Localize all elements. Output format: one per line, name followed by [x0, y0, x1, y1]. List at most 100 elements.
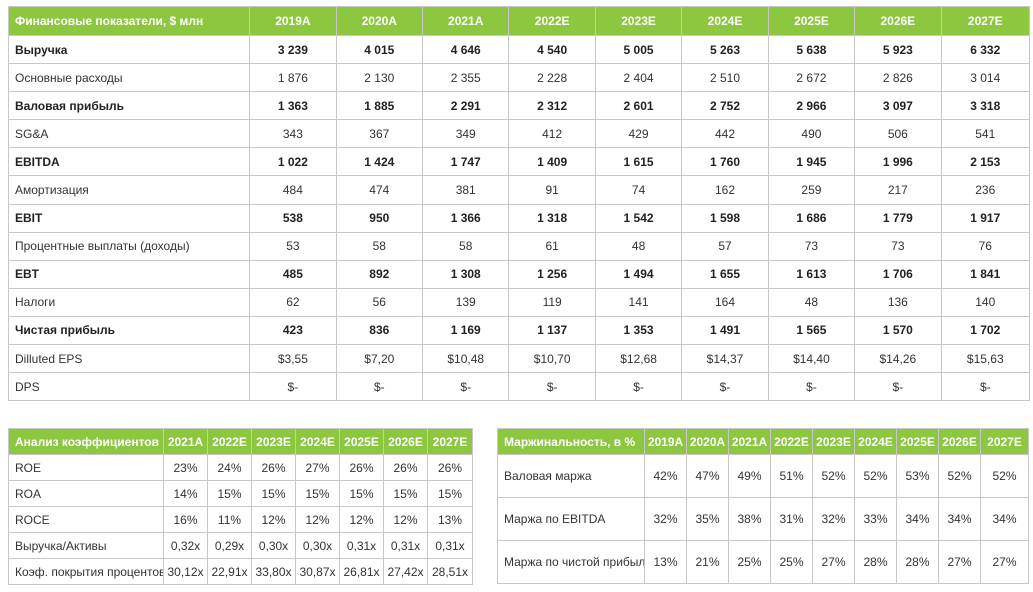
- financials-row-label: Валовая прибыль: [7, 91, 251, 121]
- financials-cell: 139: [422, 287, 510, 317]
- margins-cell: 35%: [686, 497, 729, 541]
- margins-cell: 21%: [686, 540, 729, 584]
- ratios-cell: 30,87x: [295, 558, 340, 585]
- financials-cell: 1 613: [767, 259, 856, 289]
- financials-cell: 343: [249, 119, 337, 149]
- margins-row: Маржа по EBITDA 32% 35% 38% 31% 32% 33% 34% 34% 3…: [497, 497, 1029, 541]
- financials-cell: 2 130: [335, 63, 424, 93]
- ratios-table: Анализ коэффициентов 2021A 2022E 2023E 2…: [8, 428, 473, 585]
- ratios-row: Коэф. покрытия процентов 30,12x 22,91x 33,8…: [8, 558, 473, 585]
- financials-cell: $-: [854, 372, 942, 402]
- margins-cell: 34%: [980, 497, 1029, 541]
- financials-cell: 1 494: [594, 259, 683, 289]
- year-header: 2020A: [686, 428, 729, 455]
- financials-cell: 2 404: [594, 63, 683, 93]
- financials-cell: 1 570: [854, 315, 942, 346]
- financials-header-title: Финансовые показатели, $ млн: [7, 6, 251, 36]
- margins-cell: 27%: [938, 540, 981, 584]
- financials-cell: 1 366: [422, 203, 510, 233]
- ratios-cell: 11%: [207, 506, 252, 533]
- year-header: 2023E: [812, 428, 855, 455]
- financials-row-label: EBIT: [7, 203, 251, 233]
- financials-cell: 91: [508, 175, 596, 205]
- margins-cell: 31%: [770, 497, 813, 541]
- year-header: 2026E: [383, 428, 428, 455]
- financials-cell: 1 022: [249, 147, 337, 177]
- financials-cell: 217: [854, 175, 942, 205]
- financials-cell: 1 841: [940, 259, 1031, 289]
- ratios-cell: 0,29x: [207, 532, 252, 559]
- financials-cell: 76: [940, 231, 1031, 261]
- ratios-cell: 22,91x: [207, 558, 252, 585]
- financials-cell: $-: [940, 372, 1031, 402]
- financials-cell: 57: [681, 231, 769, 261]
- year-header: 2022E: [508, 6, 596, 36]
- year-header: 2020A: [335, 6, 424, 36]
- financials-row: DPS $- $- $- $- $- $- $- $- $-: [7, 372, 1031, 402]
- ratios-row: Выручка/Активы 0,32x 0,29x 0,30x 0,30x 0,31x 0…: [8, 532, 473, 559]
- financials-cell: 2 291: [422, 91, 510, 121]
- year-header: 2026E: [854, 6, 942, 36]
- margins-cell: 38%: [728, 497, 771, 541]
- financials-cell: 490: [767, 119, 856, 149]
- financials-cell: 1 945: [767, 147, 856, 177]
- financials-cell: 3 318: [940, 91, 1031, 121]
- margins-cell: 13%: [644, 540, 687, 584]
- financials-cell: 259: [767, 175, 856, 205]
- financials-cell: 2 355: [422, 63, 510, 93]
- ratios-cell: 28,51x: [427, 558, 473, 585]
- margins-row-label: Маржа по EBITDA: [497, 497, 645, 541]
- financials-row-label: Основные расходы: [7, 63, 251, 93]
- financials-row: Валовая прибыль 1 363 1 885 2 291 2 312 2 601…: [7, 91, 1031, 121]
- financials-row-label: EBITDA: [7, 147, 251, 177]
- year-header: 2021A: [728, 428, 771, 455]
- ratios-cell: 15%: [427, 480, 473, 507]
- financials-cell: 1 706: [854, 259, 942, 289]
- ratios-cell: 0,31x: [427, 532, 473, 559]
- financials-cell: 74: [594, 175, 683, 205]
- financials-cell: 1 542: [594, 203, 683, 233]
- financials-cell: 236: [940, 175, 1031, 205]
- financials-row: EBT 485 892 1 308 1 256 1 494 1 655 1 613 1 706 1…: [7, 259, 1031, 289]
- margins-cell: 52%: [938, 454, 981, 498]
- financials-cell: 2 228: [508, 63, 596, 93]
- financials-cell: $-: [422, 372, 510, 402]
- year-header: 2025E: [339, 428, 384, 455]
- financials-cell: 3 014: [940, 63, 1031, 93]
- year-header: 2024E: [295, 428, 340, 455]
- margins-cell: 28%: [854, 540, 897, 584]
- year-header: 2027E: [427, 428, 473, 455]
- ratios-cell: 26%: [339, 454, 384, 481]
- margins-cell: 52%: [812, 454, 855, 498]
- financials-table: Финансовые показатели, $ млн 2019A 2020A…: [7, 6, 1031, 402]
- financials-cell: 1 747: [422, 147, 510, 177]
- margins-cell: 28%: [896, 540, 939, 584]
- financials-cell: 1 169: [422, 315, 510, 346]
- financials-cell: $-: [508, 372, 596, 402]
- ratios-cell: 26%: [383, 454, 428, 481]
- financials-cell: 1 256: [508, 259, 596, 289]
- margins-header-title: Маржинальность, в %: [497, 428, 645, 455]
- ratios-row-label: ROCE: [8, 506, 164, 533]
- financials-cell: $10,48: [422, 344, 510, 374]
- ratios-cell: 12%: [383, 506, 428, 533]
- financials-cell: 442: [681, 119, 769, 149]
- year-header: 2025E: [767, 6, 856, 36]
- year-header: 2023E: [594, 6, 683, 36]
- year-header: 2019A: [249, 6, 337, 36]
- ratios-cell: 15%: [207, 480, 252, 507]
- financials-cell: 73: [854, 231, 942, 261]
- financials-row: Чистая прибыль 423 836 1 169 1 137 1 353 1 491…: [7, 315, 1031, 346]
- financials-cell: 5 923: [854, 34, 942, 65]
- ratios-cell: 15%: [383, 480, 428, 507]
- ratios-cell: 0,32x: [163, 532, 208, 559]
- financials-cell: 5 005: [594, 34, 683, 65]
- financials-cell: 367: [335, 119, 424, 149]
- financials-row: Процентные выплаты (доходы) 53 58 58 61 48 57 7…: [7, 231, 1031, 261]
- ratios-row: ROA 14% 15% 15% 15% 15% 15% 15%: [8, 480, 473, 507]
- financials-cell: 1 702: [940, 315, 1031, 346]
- financials-cell: 1 409: [508, 147, 596, 177]
- financials-cell: 423: [249, 315, 337, 346]
- financials-cell: $15,63: [940, 344, 1031, 374]
- ratios-row-label: Коэф. покрытия процентов: [8, 558, 164, 585]
